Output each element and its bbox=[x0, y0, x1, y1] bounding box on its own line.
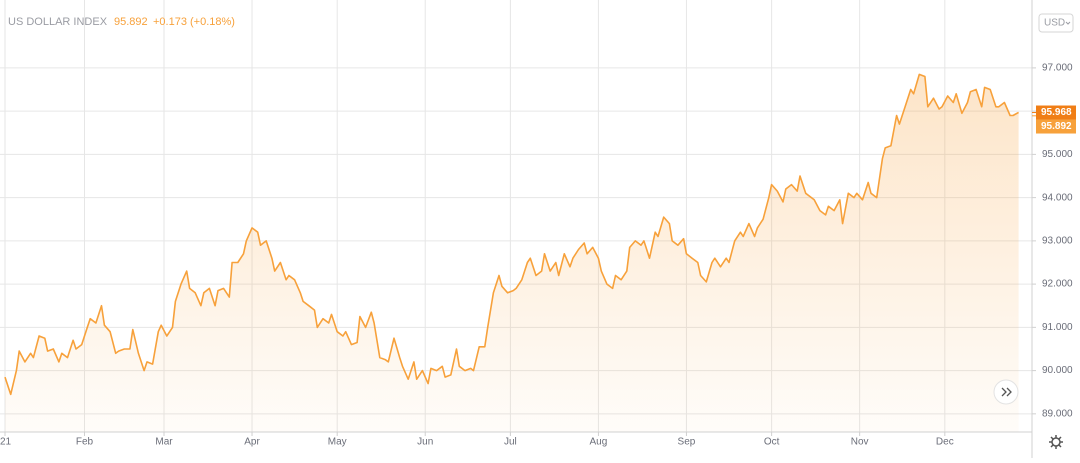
y-tick-label: 91.000 bbox=[1042, 322, 1073, 333]
x-tick-label: Feb bbox=[76, 437, 94, 448]
change: +0.173 (+0.18%) bbox=[153, 16, 235, 28]
scroll-icon bbox=[1001, 387, 1012, 397]
x-tick-label: Jul bbox=[504, 437, 517, 448]
price-tag bbox=[1036, 105, 1076, 120]
chart-title: US DOLLAR INDEX bbox=[8, 16, 108, 28]
y-tick-label: 97.000 bbox=[1042, 63, 1073, 74]
y-tick-label: 92.000 bbox=[1042, 279, 1073, 290]
price: 95.892 bbox=[114, 16, 148, 28]
y-tick-label: 89.000 bbox=[1042, 408, 1073, 419]
x-tick-label: Sep bbox=[678, 437, 696, 448]
x-tick-label: Dec bbox=[936, 437, 954, 448]
area bbox=[5, 74, 1019, 433]
line bbox=[4, 73, 1019, 396]
x-tick-label: Aug bbox=[590, 437, 608, 448]
currency-button[interactable] bbox=[1038, 13, 1074, 33]
dropdown-arrow bbox=[1065, 21, 1071, 25]
y-tick-label: 93.000 bbox=[1042, 236, 1073, 247]
x-tick-label: Mar bbox=[155, 437, 173, 448]
price-tag-label: 95.968 bbox=[1041, 107, 1072, 118]
x-tick-label: Apr bbox=[244, 437, 260, 448]
y-tick-label: 90.000 bbox=[1042, 365, 1073, 376]
x-tick-label: Oct bbox=[764, 437, 780, 448]
x-tick-label: Jun bbox=[417, 437, 433, 448]
currency-label[interactable]: USD bbox=[1044, 18, 1065, 29]
plot bbox=[4, 73, 1019, 433]
x-tick-label: Nov bbox=[851, 437, 869, 448]
x-tick-label: May bbox=[328, 437, 347, 448]
price-tag-label: 95.892 bbox=[1041, 121, 1072, 132]
y-tick-label: 95.000 bbox=[1042, 149, 1073, 160]
y-tick-label: 94.000 bbox=[1042, 192, 1073, 203]
price-tag bbox=[1036, 119, 1076, 134]
settings-icon[interactable] bbox=[1049, 435, 1063, 449]
x-tick-label: 21 bbox=[0, 437, 12, 448]
